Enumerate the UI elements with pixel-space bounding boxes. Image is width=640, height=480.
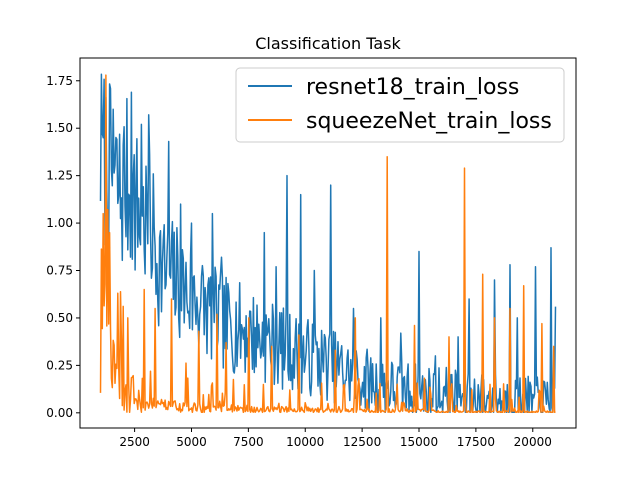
- y-tick-label: 1.00: [46, 216, 73, 230]
- legend: resnet18_train_loss squeezeNet_train_los…: [235, 67, 565, 143]
- plot-frame: [79, 57, 577, 429]
- x-tick-label: 2500: [119, 435, 150, 449]
- x-tick-label: 5000: [176, 435, 207, 449]
- x-tick-label: 10000: [286, 435, 324, 449]
- chart-title: Classification Task: [255, 34, 401, 53]
- x-tick-label: 12500: [343, 435, 381, 449]
- y-tick-label: 1.75: [46, 74, 73, 88]
- series-layer: [99, 73, 557, 414]
- x-tick-label: 15000: [400, 435, 438, 449]
- y-tick-label: 1.50: [46, 121, 73, 135]
- series-line-squeezenet: [99, 74, 556, 414]
- y-tick-label: 0.75: [46, 264, 73, 278]
- x-axis: 2500 5000 7500 10000 12500 15000 17500 20000: [119, 428, 552, 449]
- plot-area: [79, 57, 577, 429]
- y-tick-label: 0.25: [46, 358, 73, 372]
- x-tick-label: 7500: [233, 435, 264, 449]
- y-axis: 0.00 0.25 0.50 0.75 1.00 1.25 1.50 1.75: [46, 74, 80, 420]
- legend-label-resnet18: resnet18_train_loss: [306, 75, 519, 100]
- series-line-resnet18: [99, 73, 557, 414]
- legend-label-squeezenet: squeezeNet_train_loss: [306, 109, 552, 134]
- y-tick-label: 0.00: [46, 406, 73, 420]
- x-tick-label: 17500: [457, 435, 495, 449]
- y-tick-label: 1.25: [46, 169, 73, 183]
- x-tick-label: 20000: [514, 435, 552, 449]
- y-tick-label: 0.50: [46, 311, 73, 325]
- legend-box: [235, 67, 565, 143]
